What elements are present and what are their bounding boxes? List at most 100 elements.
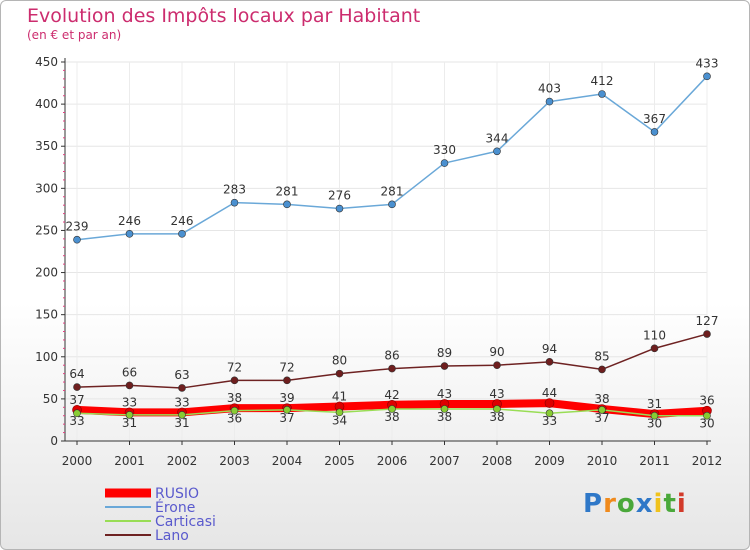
data-label-lano: 72 <box>279 360 294 374</box>
data-point-carticasi <box>440 405 449 413</box>
data-label-rusio: 41 <box>332 389 347 403</box>
data-label-rusio: 43 <box>437 387 452 401</box>
data-point-rone <box>230 198 239 207</box>
y-tick-label: 350 <box>35 139 58 153</box>
x-tick-label: 2006 <box>377 454 408 468</box>
data-point-rone <box>440 159 449 167</box>
data-label-carticasi: 33 <box>542 414 557 428</box>
data-point-carticasi <box>703 411 711 420</box>
y-tick-label: 250 <box>35 223 58 237</box>
data-point-rone <box>545 97 554 106</box>
data-label-lano: 63 <box>174 368 189 382</box>
data-label-lano: 90 <box>489 345 504 359</box>
data-label-carticasi: 38 <box>384 410 399 424</box>
data-label-rusio: 36 <box>699 394 714 408</box>
data-point-carticasi <box>178 411 186 419</box>
data-point-lano <box>545 358 554 366</box>
x-tick-label: 2001 <box>114 454 145 468</box>
data-label-rusio: 44 <box>542 386 557 400</box>
data-label-rone: 330 <box>433 143 456 157</box>
y-tick-label: 0 <box>50 434 58 448</box>
x-tick-label: 2009 <box>534 454 565 468</box>
data-point-carticasi <box>650 411 659 420</box>
data-point-carticasi <box>388 405 396 413</box>
data-label-rone: 403 <box>538 82 561 96</box>
data-label-lano: 86 <box>384 349 399 363</box>
y-tick-label: 150 <box>35 308 58 322</box>
data-label-rusio: 31 <box>647 397 662 411</box>
x-tick-label: 2011 <box>639 454 670 468</box>
data-label-rusio: 42 <box>384 388 399 402</box>
data-label-rusio: 37 <box>69 393 84 407</box>
data-label-rone: 344 <box>486 131 509 145</box>
data-point-rone <box>388 200 396 209</box>
data-point-lano <box>388 364 396 373</box>
data-label-rusio: 38 <box>594 392 609 406</box>
x-tick-label: 2008 <box>482 454 513 468</box>
data-label-lano: 72 <box>227 360 242 374</box>
data-label-rusio: 39 <box>279 391 294 405</box>
data-point-rone <box>73 235 81 244</box>
data-label-rusio: 38 <box>227 391 242 405</box>
data-point-carticasi <box>73 409 81 418</box>
data-point-lano <box>650 344 659 353</box>
data-label-lano: 127 <box>696 314 719 328</box>
x-tick-label: 2007 <box>429 454 460 468</box>
x-tick-label: 2012 <box>692 454 723 468</box>
data-point-lano <box>283 376 291 385</box>
data-point-rone <box>598 90 606 98</box>
y-tick-label: 300 <box>35 181 58 195</box>
data-point-rone <box>283 200 291 209</box>
data-point-lano <box>598 365 606 374</box>
y-tick-label: 450 <box>35 55 58 69</box>
data-label-rusio: 43 <box>489 387 504 401</box>
data-label-carticasi: 36 <box>227 412 242 426</box>
data-label-carticasi: 37 <box>594 411 609 425</box>
data-point-lano <box>230 376 239 385</box>
data-point-carticasi <box>230 406 239 415</box>
data-label-carticasi: 31 <box>174 416 189 430</box>
data-label-rone: 412 <box>591 74 614 88</box>
data-point-carticasi <box>493 405 501 413</box>
data-label-rone: 281 <box>381 184 404 198</box>
data-label-carticasi: 30 <box>699 417 714 431</box>
data-label-carticasi: 38 <box>437 410 452 424</box>
data-point-rone <box>493 147 501 156</box>
data-label-rone: 246 <box>171 214 194 228</box>
data-point-rone <box>703 72 711 81</box>
y-tick-label: 50 <box>43 392 58 406</box>
data-label-lano: 94 <box>542 342 557 356</box>
data-label-lano: 85 <box>594 349 609 363</box>
data-point-lano <box>335 369 344 378</box>
data-label-rone: 246 <box>118 214 141 228</box>
legend-label-rone: Érone <box>155 499 195 516</box>
data-label-rone: 281 <box>276 184 299 198</box>
y-tick-label: 200 <box>35 266 58 280</box>
data-point-rusio <box>544 398 555 408</box>
data-label-lano: 110 <box>643 328 666 342</box>
data-point-carticasi <box>335 408 344 417</box>
data-label-rone: 276 <box>328 189 351 203</box>
data-label-lano: 89 <box>437 346 452 360</box>
data-point-rone <box>650 128 659 136</box>
y-tick-label: 100 <box>35 350 58 364</box>
data-point-rone <box>125 230 134 238</box>
legend-label-rusio: RUSIO <box>155 486 199 502</box>
data-point-lano <box>178 384 186 392</box>
chart-subtitle: (en € et par an) <box>27 28 122 42</box>
data-label-carticasi: 30 <box>647 417 662 431</box>
proxiti-logo: Proxiti <box>583 489 687 519</box>
data-point-lano <box>440 362 449 370</box>
data-label-carticasi: 33 <box>69 414 84 428</box>
x-tick-label: 2004 <box>272 454 303 468</box>
data-point-lano <box>125 381 134 390</box>
data-point-carticasi <box>125 411 134 419</box>
x-tick-label: 2000 <box>62 454 93 468</box>
data-label-carticasi: 37 <box>279 411 294 425</box>
x-tick-label: 2002 <box>167 454 198 468</box>
data-label-rone: 433 <box>696 56 719 70</box>
legend-label-lano: Lano <box>155 528 189 544</box>
data-label-rusio: 33 <box>122 395 137 409</box>
y-tick-label: 400 <box>35 97 58 111</box>
